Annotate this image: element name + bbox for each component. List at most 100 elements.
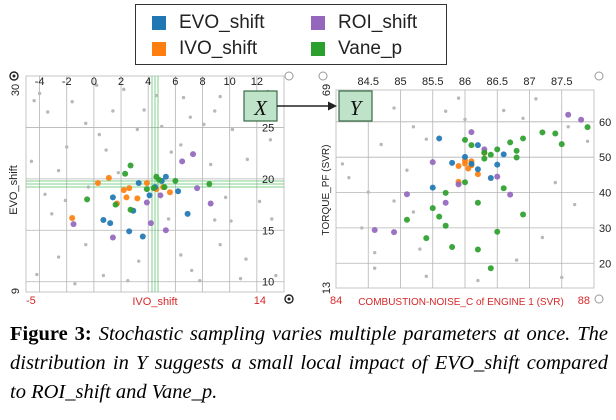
panel-y-background-point [366, 190, 370, 194]
panel-x-background-point [46, 110, 50, 114]
panel-x-ytick-label: 10 [262, 277, 274, 289]
legend-item-vane-p: Vane_p [311, 38, 402, 60]
panel-x-point-vane-p [112, 201, 119, 208]
panel-x-xmin-label: -5 [26, 295, 36, 307]
panel-y-point-roi-shift [578, 116, 585, 123]
panel-y-point-evo-shift [487, 175, 494, 182]
legend: EVO_shift ROI_shift IVO_shift Vane_p [135, 4, 447, 65]
panel-y-point-vane-p [474, 199, 481, 206]
panel-y: 84.5 85 85.5 86 86.5 87 87.5 60 50 40 30 20 TORQUE_… [318, 71, 612, 308]
panel-x-point-evo-shift [175, 188, 182, 195]
panel-y-background-point [534, 97, 538, 101]
panel-x-background-point [135, 127, 140, 132]
panel-y-point-vane-p [494, 228, 501, 235]
panel-y-background-point [560, 275, 564, 280]
panel-y-xtick-label: 86.5 [487, 76, 508, 88]
panel-y-point-evo-shift [474, 166, 481, 173]
panel-x-xtick-label: 12 [251, 76, 263, 88]
panel-x-point-ivo-shift [123, 194, 130, 201]
panel-y-point-vane-p [423, 235, 430, 242]
panel-y-point-roi-shift [371, 227, 378, 234]
panel-x-background-point [244, 257, 248, 261]
panel-x-background-point [169, 150, 173, 154]
panel-y-point-vane-p [468, 142, 475, 149]
panel-y-ytick-label: 60 [599, 117, 611, 129]
panel-x-point-vane-p [161, 184, 168, 191]
panel-x-background-point [223, 195, 228, 200]
panel-x-background-point [257, 199, 262, 204]
panel-x-top-corner-icon [9, 71, 19, 81]
panel-x-point-vane-p [143, 186, 150, 193]
panel-y-ymax-label: 69 [321, 84, 333, 96]
panel-y-ticks: 84.5 85 85.5 86 86.5 87 87.5 60 50 40 30 20 [358, 76, 612, 270]
panel-x-point-evo-shift [146, 192, 153, 199]
panel-y-point-vane-p [520, 135, 527, 142]
panel-x-xtick-label: 10 [224, 76, 236, 88]
panel-x-top-right-corner-icon [284, 71, 294, 81]
panel-y-ytick-label: 50 [599, 152, 611, 164]
panel-x-ytick-label: 20 [262, 174, 274, 186]
panel-x-ymax-label: 30 [10, 84, 22, 96]
panel-y-xmin-label: 84 [330, 295, 342, 307]
panel-y-background-point [443, 109, 448, 113]
panel-y-ytick-label: 30 [599, 223, 611, 235]
panel-y-point-vane-p [584, 124, 591, 131]
panel-x-background-point [179, 253, 183, 257]
panel-x-point-roi-shift [179, 158, 186, 165]
panel-x-point-evo-shift [100, 217, 107, 223]
panel-x-background-point [126, 278, 130, 283]
panel-link: X Y [243, 90, 373, 122]
panel-x-background-point [270, 217, 274, 221]
panel-x-point-vane-p [122, 170, 129, 177]
panel-x-background-point [274, 273, 278, 278]
panel-y-point-vane-p [442, 222, 449, 229]
panel-x-background-point [65, 145, 69, 149]
panel-y-point-evo-shift [468, 160, 475, 167]
panel-x-background-point [122, 87, 126, 92]
panel-x-point-vane-p [206, 181, 213, 187]
panel-y-grid [336, 90, 594, 288]
panel-x-background-point [63, 198, 68, 203]
panel-x-background-point [218, 94, 222, 99]
panel-y-point-evo-shift [462, 153, 468, 160]
panel-y-point-vane-p [449, 243, 456, 250]
panel-y-background-point [392, 199, 396, 203]
panel-y-point-roi-shift [455, 181, 462, 188]
panel-y-xtick-label: 87.5 [551, 76, 572, 88]
panel-y-point-evo-shift [494, 161, 501, 168]
panel-y-background-point [572, 202, 577, 207]
panel-x-ticks: -4 -2 0 2 4 6 8 10 12 25 20 15 10 [35, 76, 275, 289]
panel-x-background-point [37, 91, 42, 96]
panel-x-background-point [142, 108, 146, 112]
panel-y-background-point [379, 142, 383, 147]
legend-item-ivo-shift: IVO_shift [152, 38, 257, 60]
panel-y-background-point [347, 175, 351, 180]
legend-label-ivo-shift: IVO_shift [179, 38, 258, 59]
legend-item-roi-shift: ROI_shift [311, 12, 417, 34]
legend-swatch-ivo-shift [152, 42, 166, 56]
panel-y-background-point [360, 226, 364, 230]
panel-x-point-vane-p [153, 173, 160, 180]
panel-x-background-point [166, 217, 171, 221]
panel-x-point-vane-p [127, 162, 134, 169]
panel-x-point-vane-p [84, 196, 91, 203]
panel-y-xlabel: COMBUSTION-NOISE_C of ENGINE 1 (SVR) [358, 297, 564, 308]
panel-x-xtick-label: 6 [172, 76, 178, 88]
panel-y-ytick-label: 20 [599, 258, 611, 270]
panel-x-point-roi-shift [157, 192, 164, 199]
panel-y-xtick-label: 87 [523, 76, 535, 88]
panel-x-background-point [84, 242, 88, 247]
panel-x-background-point [160, 124, 164, 129]
panel-x-point-vane-p [127, 206, 134, 213]
panel-x-point-ivo-shift [166, 189, 173, 196]
panel-y-point-ivo-shift [465, 165, 472, 172]
panel-x-background-point [104, 148, 108, 152]
panel-x-point-ivo-shift [126, 185, 133, 192]
panel-y-point-roi-shift [429, 159, 436, 166]
panel-y-background-point [418, 247, 422, 251]
panel-y-background-point [373, 250, 377, 255]
panel-y-background-point [566, 125, 570, 129]
panel-y-point-vane-p [403, 216, 410, 223]
panel-x-point-roi-shift [109, 234, 116, 241]
panel-x-background-point [50, 212, 54, 216]
